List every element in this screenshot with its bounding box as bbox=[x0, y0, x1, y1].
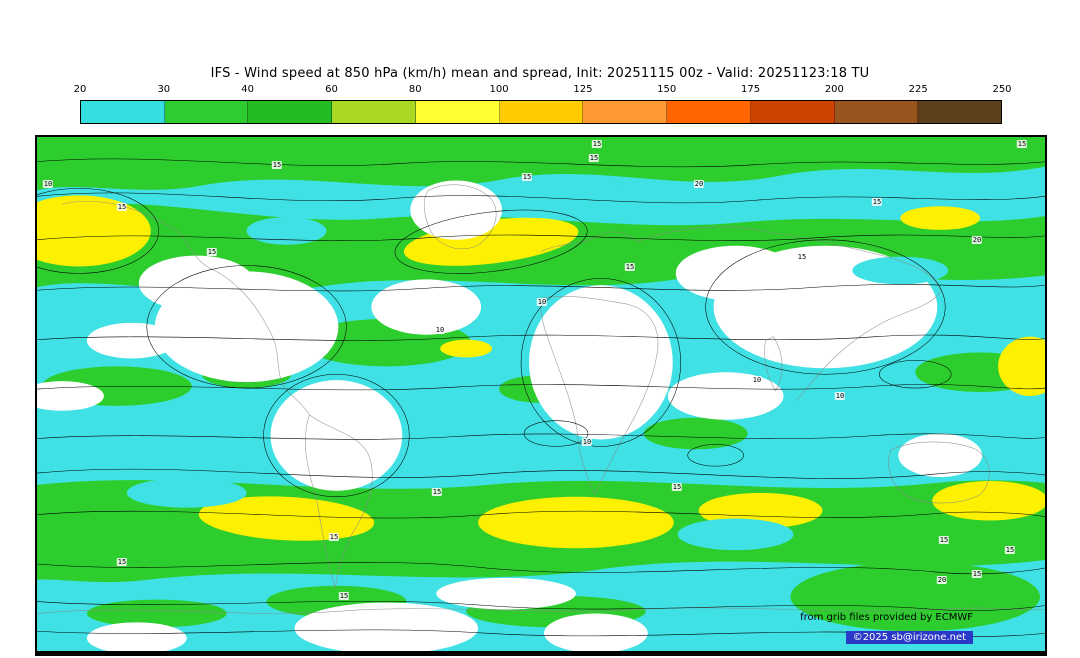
colorbar-tick-label: 20 bbox=[73, 84, 87, 95]
colorbar-tick-label: 225 bbox=[908, 84, 928, 95]
colorbar-segment bbox=[583, 101, 668, 123]
colorbar-tick-label: 40 bbox=[241, 84, 254, 95]
wind-speed-fill-layer bbox=[37, 137, 1045, 651]
wind-speed-map: 15 15 15 10 20 15 15 20 15 15 15 15 10 10 15 10 10 10 15 15… bbox=[35, 135, 1047, 656]
colorbar-segment bbox=[332, 101, 416, 123]
colorbar-segment bbox=[667, 101, 751, 123]
colorbar-segment bbox=[81, 101, 165, 123]
colorbar-tick-label: 60 bbox=[325, 84, 338, 95]
colorbar-segment bbox=[499, 101, 584, 123]
page-title: IFS - Wind speed at 850 hPa (km/h) mean … bbox=[210, 66, 870, 81]
colorbar-segment bbox=[415, 101, 500, 123]
colorbar-segment bbox=[248, 101, 333, 123]
colorbar-tick-label: 175 bbox=[740, 84, 761, 95]
colorbar: 20 30 40 60 80 100 125 150 175 200 225 250 bbox=[74, 84, 1012, 124]
colorbar-tick-label: 30 bbox=[157, 84, 171, 95]
colorbar-tick-label: 150 bbox=[657, 84, 677, 95]
colorbar-tick-label: 80 bbox=[408, 84, 422, 95]
colorbar-segment bbox=[750, 101, 835, 123]
colorbar-segment bbox=[918, 101, 1002, 123]
colorbar-tick-label: 250 bbox=[992, 84, 1012, 95]
attribution-ecmwf: from grib files provided by ECMWF bbox=[800, 612, 973, 623]
colorbar-tick-label: 125 bbox=[573, 84, 593, 95]
attribution-copyright: ©2025 sb@irizone.net bbox=[845, 631, 973, 644]
map-canvas bbox=[37, 137, 1045, 651]
colorbar-bar bbox=[80, 100, 1002, 124]
colorbar-tick-label: 100 bbox=[489, 84, 509, 95]
colorbar-segment bbox=[834, 101, 919, 123]
colorbar-ticks: 20 30 40 60 80 100 125 150 175 200 225 250 bbox=[74, 84, 1012, 98]
colorbar-tick-label: 200 bbox=[824, 84, 844, 95]
colorbar-segment bbox=[164, 101, 249, 123]
